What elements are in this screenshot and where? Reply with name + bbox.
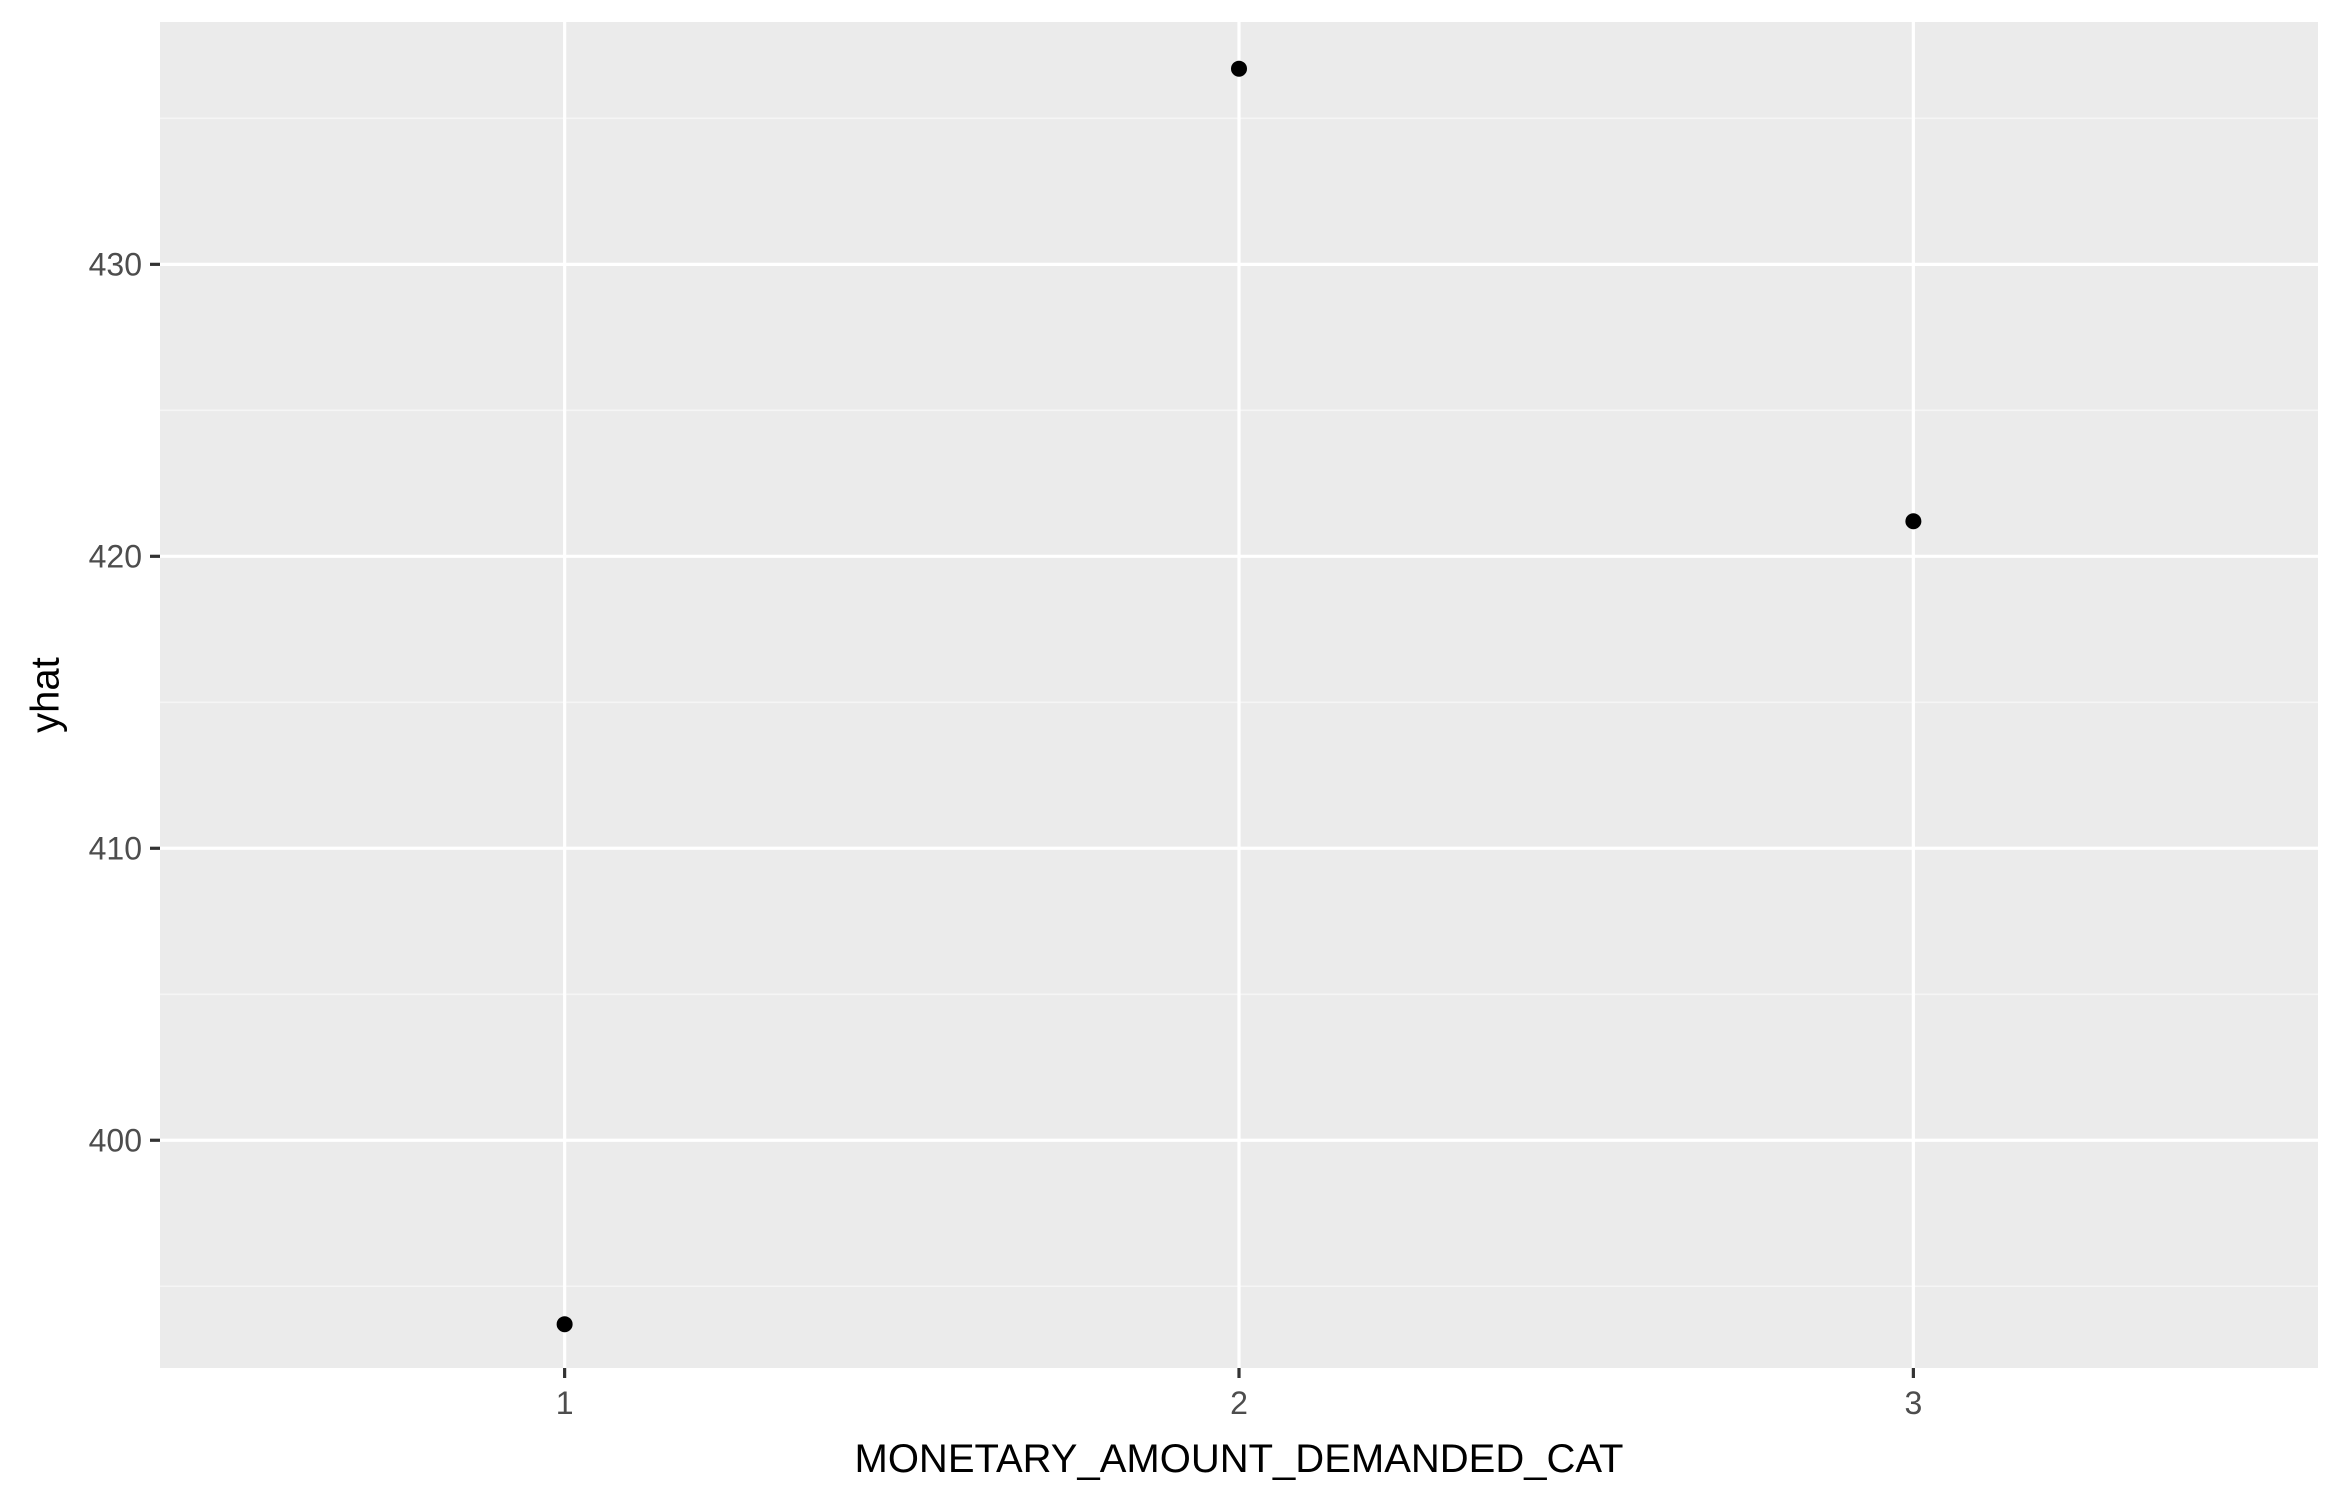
x-tick-label: 1 — [556, 1385, 574, 1421]
data-point — [556, 1316, 573, 1333]
data-point — [1905, 513, 1922, 530]
y-tick-label: 420 — [89, 538, 142, 574]
y-tick-label: 430 — [89, 246, 142, 282]
x-tick-label: 2 — [1230, 1385, 1248, 1421]
data-points — [556, 60, 1922, 1333]
y-tick-label: 400 — [89, 1122, 142, 1158]
x-axis-ticks: 1 2 3 — [556, 1368, 1922, 1421]
y-tick-label: 410 — [89, 830, 142, 866]
x-tick-label: 3 — [1904, 1385, 1922, 1421]
y-axis-title: yhat — [24, 657, 68, 733]
major-gridlines — [160, 22, 2318, 1368]
data-point — [1231, 60, 1247, 77]
x-axis-title: MONETARY_AMOUNT_DEMANDED_CAT — [855, 1437, 1624, 1481]
y-axis-ticks: 400 410 420 430 — [89, 246, 160, 1158]
